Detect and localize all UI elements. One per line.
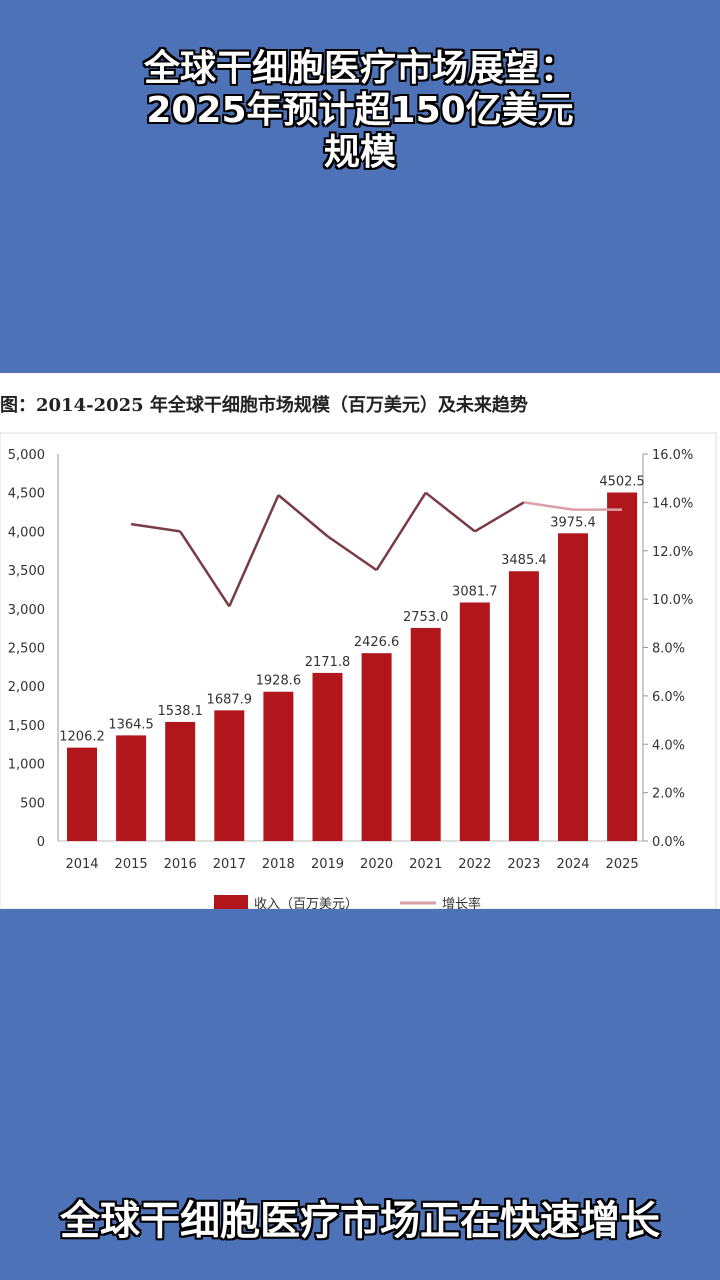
growth-line-segment — [326, 535, 378, 572]
y-left-tick-label: 2,000 — [8, 680, 45, 695]
data-label: 2753.0 — [403, 610, 449, 625]
video-title: 全球干细胞医疗市场展望： 2025年预计超150亿美元 规模 — [0, 48, 720, 174]
y-right-tick-label: 8.0% — [652, 642, 685, 657]
growth-line-segment — [474, 501, 525, 533]
x-tick-label: 2016 — [164, 857, 197, 872]
bar-2021 — [410, 627, 441, 841]
bar-2019 — [312, 672, 343, 841]
y-left-tick-label: 2,500 — [8, 642, 45, 657]
y-right-tick-label: 0.0% — [652, 835, 685, 850]
bar-2022 — [459, 602, 490, 841]
bar-2015 — [116, 735, 147, 841]
bar-2023 — [508, 571, 539, 841]
x-tick-label: 2015 — [115, 857, 148, 872]
bar-2020 — [361, 653, 392, 841]
x-tick-label: 2023 — [507, 857, 540, 872]
y-left-tick-label: 1,500 — [8, 719, 45, 734]
chart-panel: 图：2014-2025 年全球干细胞市场规模（百万美元）及未来趋势 0 500 1,… — [0, 373, 720, 909]
x-tick-label: 2014 — [65, 857, 98, 872]
y-right-tick-label: 2.0% — [652, 787, 685, 802]
x-tick-label: 2017 — [213, 857, 246, 872]
growth-line-segment — [424, 491, 476, 533]
data-label: 1687.9 — [207, 692, 253, 707]
y-left-tick-label: 3,500 — [8, 564, 45, 579]
y-left-tick-label: 4,500 — [8, 487, 45, 502]
bar-2017 — [214, 710, 245, 841]
bar-2025 — [607, 492, 638, 841]
x-tick-label: 2022 — [458, 857, 491, 872]
y-right-tick-label: 14.0% — [652, 496, 693, 511]
x-tick-label: 2025 — [606, 857, 639, 872]
legend-label-revenue: 收入（百万美元） — [254, 897, 358, 909]
growth-line-segment — [130, 522, 181, 533]
data-label: 3081.7 — [452, 584, 498, 599]
x-tick-label: 2020 — [360, 857, 393, 872]
bar-2018 — [263, 691, 294, 841]
y-left-tick-label: 1,000 — [8, 758, 45, 773]
title-line: 2025年预计超150亿美元 — [146, 90, 574, 131]
y-right-tick-label: 10.0% — [652, 593, 693, 608]
data-label: 1364.5 — [108, 717, 154, 732]
y-left-tick-label: 4,000 — [8, 525, 45, 540]
title-line: 全球干细胞医疗市场展望： — [143, 48, 576, 89]
y-right-tick-label: 4.0% — [652, 738, 685, 753]
x-tick-label: 2021 — [409, 857, 442, 872]
data-label: 3975.4 — [550, 515, 596, 530]
legend-label-growth: 增长率 — [442, 896, 481, 909]
data-label: 2171.8 — [305, 655, 351, 670]
y-left-tick-label: 3,000 — [8, 603, 45, 618]
x-tick-label: 2018 — [262, 857, 295, 872]
y-right-tick-label: 12.0% — [652, 545, 693, 560]
y-left-tick-label: 5,000 — [8, 448, 45, 463]
data-label: 2426.6 — [354, 635, 400, 650]
growth-line-segment — [228, 494, 280, 607]
y-right-tick-label: 6.0% — [652, 690, 685, 705]
data-label: 1538.1 — [157, 704, 203, 719]
data-label: 1928.6 — [256, 674, 302, 689]
bar-2014 — [67, 747, 97, 841]
data-label: 1206.2 — [59, 730, 105, 745]
y-left-tick-label: 500 — [20, 796, 45, 811]
chart: 0 500 1,000 1,500 2,000 2,500 3,000 3,500 4,000 4… — [0, 432, 717, 909]
y-left-tick-label: 0 — [37, 835, 45, 850]
y-right-tick-label: 16.0% — [652, 448, 693, 463]
plot-frame — [0, 432, 717, 909]
x-tick-label: 2024 — [556, 857, 589, 872]
data-label: 3485.4 — [501, 553, 547, 568]
growth-line-segment — [179, 530, 231, 608]
growth-line-segment — [375, 492, 427, 571]
title-line: 规模 — [323, 132, 396, 173]
growth-line-segment — [523, 501, 574, 511]
chart-title: 图：2014-2025 年全球干细胞市场规模（百万美元）及未来趋势 — [0, 395, 528, 416]
x-tick-label: 2019 — [311, 857, 344, 872]
legend-swatch-revenue — [214, 895, 248, 909]
subtitle-caption: 全球干细胞医疗市场正在快速增长 — [60, 1198, 660, 1244]
bar-2016 — [165, 721, 196, 841]
data-label: 4502.5 — [599, 475, 645, 490]
growth-line-segment — [277, 494, 329, 538]
bar-2024 — [558, 533, 588, 841]
